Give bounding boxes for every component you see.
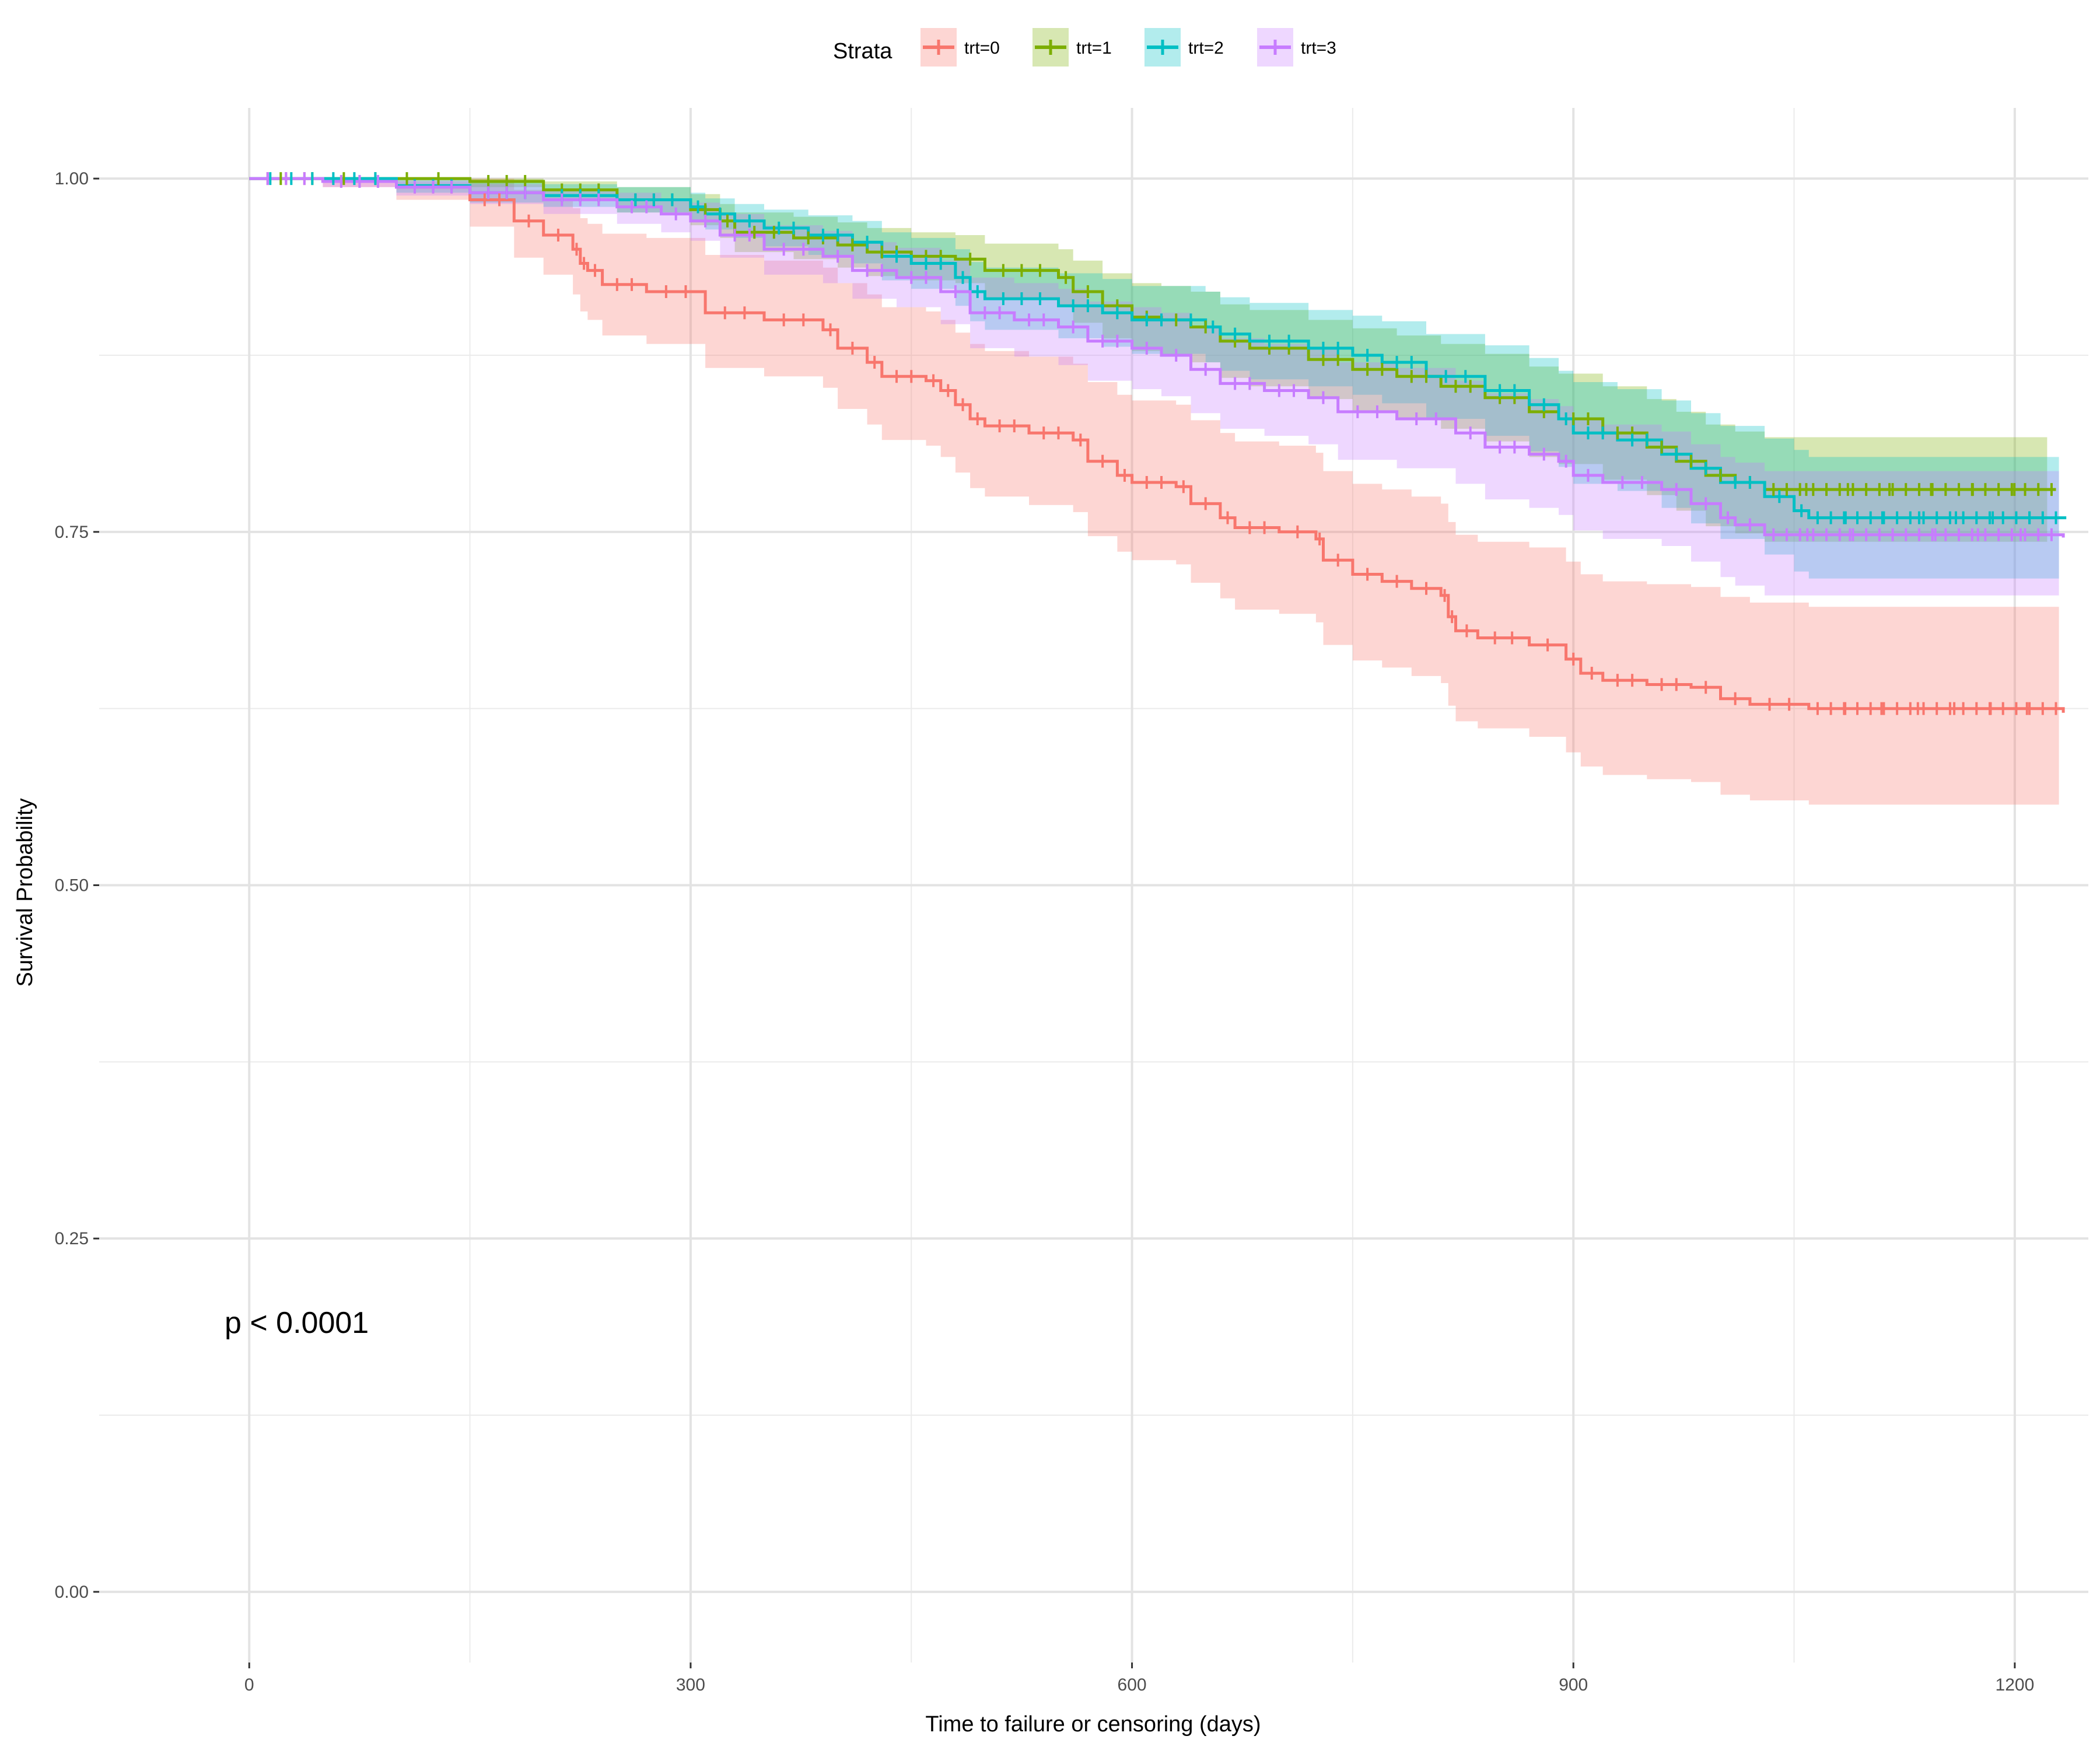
censor-marks xyxy=(266,172,2057,715)
y-axis-title: Survival Probability xyxy=(13,798,37,986)
y-tick-label: 0.25 xyxy=(55,1229,89,1248)
legend-title: Strata xyxy=(833,39,892,64)
x-tick-label: 1200 xyxy=(1996,1675,2035,1695)
x-axis-title: Time to failure or censoring (days) xyxy=(925,1712,1261,1737)
x-tick-label: 900 xyxy=(1559,1675,1588,1695)
p-value-annotation: p < 0.0001 xyxy=(225,1306,369,1340)
confidence-band-trt-0 xyxy=(249,178,2059,809)
confidence-band-trt-1 xyxy=(249,178,2048,542)
y-tick-label: 0.75 xyxy=(55,523,89,542)
y-tick-label: 1.00 xyxy=(55,169,89,188)
legend-label-trt-0: trt=0 xyxy=(964,38,1000,58)
legend: Strata trt=0 trt=1 trt=2 trt=3 xyxy=(833,28,1336,66)
survival-curve-trt-0 xyxy=(249,177,2065,713)
survival-curve-trt-3 xyxy=(249,177,2065,538)
legend-label-trt-1: trt=1 xyxy=(1076,38,1112,58)
legend-label-trt-3: trt=3 xyxy=(1301,38,1336,58)
y-tick-label: 0.50 xyxy=(55,876,89,895)
confidence-bands xyxy=(249,178,2059,809)
y-tick-label: 0.00 xyxy=(55,1583,89,1602)
y-axis-ticks: 0.00 0.25 0.50 0.75 1.00 xyxy=(55,169,99,1602)
x-tick-label: 600 xyxy=(1118,1675,1147,1695)
legend-label-trt-2: trt=2 xyxy=(1188,38,1224,58)
x-tick-label: 0 xyxy=(244,1675,254,1695)
confidence-band-trt-2 xyxy=(249,178,2059,579)
x-tick-label: 300 xyxy=(676,1675,705,1695)
x-axis-ticks: 0 300 600 900 1200 xyxy=(244,1662,2034,1695)
confidence-band-trt-3 xyxy=(249,178,2059,598)
